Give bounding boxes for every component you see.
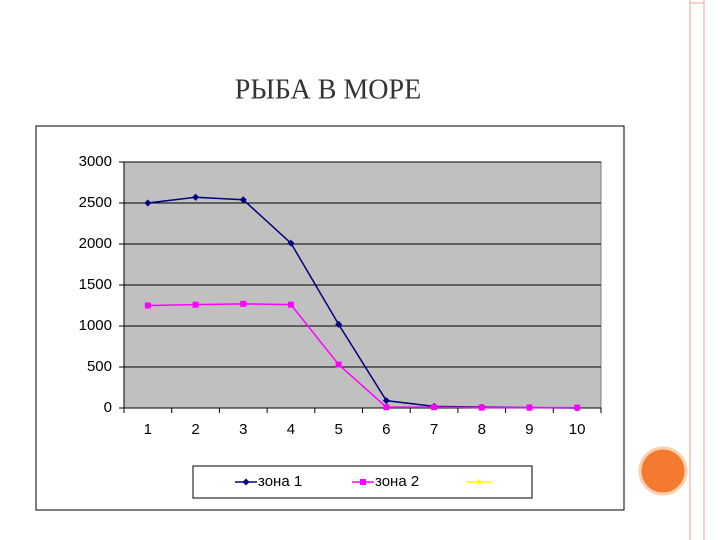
y-tick-label: 2500 (79, 194, 112, 211)
marker (287, 301, 294, 308)
x-tick-label: 9 (525, 421, 533, 438)
x-tick-label: 1 (144, 421, 152, 438)
marker (383, 404, 390, 411)
x-tick-label: 10 (569, 421, 586, 438)
x-tick-label: 7 (430, 421, 438, 438)
y-tick-label: 500 (87, 358, 112, 375)
marker (478, 404, 485, 411)
x-tick-label: 4 (287, 421, 295, 438)
legend-label: зона 1 (258, 473, 302, 490)
marker (382, 397, 390, 405)
y-tick-label: 0 (104, 399, 112, 416)
marker (335, 361, 342, 368)
x-tick-label: 8 (478, 421, 486, 438)
chart-title: РЫБА В МОРЕ (235, 74, 421, 105)
marker (574, 404, 581, 411)
y-tick-label: 1000 (79, 317, 112, 334)
marker (240, 300, 247, 307)
decor-circle (638, 446, 688, 496)
x-tick-label: 2 (191, 421, 199, 438)
marker (192, 193, 200, 201)
marker (239, 196, 247, 204)
marker (431, 404, 438, 411)
marker (335, 320, 343, 328)
marker (144, 302, 151, 309)
x-tick-label: 5 (334, 421, 342, 438)
marker (192, 301, 199, 308)
x-tick-label: 6 (382, 421, 390, 438)
legend-marker (476, 479, 482, 485)
legend-marker (360, 479, 366, 485)
y-tick-label: 2000 (79, 235, 112, 252)
marker (287, 239, 295, 247)
x-tick-label: 3 (239, 421, 247, 438)
y-tick-label: 1500 (79, 276, 112, 293)
marker (144, 199, 152, 207)
legend-label: зона 2 (375, 473, 419, 490)
legend-marker (242, 478, 250, 486)
y-tick-label: 3000 (79, 153, 112, 170)
marker (526, 404, 533, 411)
series-line (147, 303, 578, 409)
